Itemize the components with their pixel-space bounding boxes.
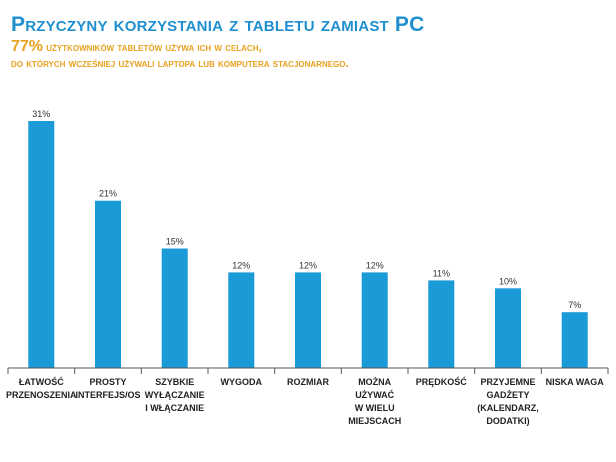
bar-value-label-4: 12% xyxy=(232,260,250,270)
bar-value-label-7: 11% xyxy=(433,268,450,278)
bar-4 xyxy=(228,272,255,368)
bar-5 xyxy=(295,272,321,368)
bar-value-label-9: 7% xyxy=(568,300,581,310)
category-label-5: ROZMIAR xyxy=(287,377,329,387)
bar-7 xyxy=(428,280,455,368)
category-label-4: WYGODA xyxy=(221,377,263,387)
category-label-9: NISKA WAGA xyxy=(546,377,605,387)
bar-value-label-6: 12% xyxy=(366,260,384,270)
bar-value-label-5: 12% xyxy=(299,260,317,270)
bar-6 xyxy=(361,272,388,368)
bar-2 xyxy=(95,200,121,368)
category-label-6: MOŻNA UŻYWAĆ W WIELU MIEJSCACH xyxy=(348,377,401,426)
bar-8 xyxy=(495,288,521,368)
chart-subtitle-line-1: 77% użytkowników tabletów używa ich w ce… xyxy=(11,38,262,56)
subtitle-percentage: 77% xyxy=(11,38,44,55)
bar-value-label-1: 31% xyxy=(32,109,50,119)
category-label-1: ŁATWOŚĆ PRZENOSZENIA xyxy=(6,376,77,400)
bar-value-label-3: 15% xyxy=(166,237,184,247)
category-label-8: PRZYJEMNE GADŻETY (KALENDARZ, DODATKI) xyxy=(477,377,539,426)
category-label-2: PROSTY INTERFEJS/OS xyxy=(75,377,140,400)
chart-subtitle-line-2: do których wcześniej używali laptopa lub… xyxy=(11,58,349,70)
category-separators-group xyxy=(7,368,609,374)
chart-title: Przyczyny korzystania z tabletu zamiast … xyxy=(11,13,425,36)
bar-3 xyxy=(161,248,188,368)
value-labels-group: 31% 21% 15% 12% 12% 12% 11% 10% 7% xyxy=(32,109,581,310)
bar-value-label-8: 10% xyxy=(499,276,517,286)
category-label-7: PRĘDKOŚĆ xyxy=(416,376,468,387)
bars-group xyxy=(28,121,588,368)
bar-1 xyxy=(28,121,55,368)
bar-9 xyxy=(561,312,588,368)
category-label-3: SZYBKIE WYŁĄCZANIE I WŁĄCZANIE xyxy=(145,377,205,413)
bar-value-label-2: 21% xyxy=(99,189,117,199)
subtitle-line-1-text: użytkowników tabletów używa ich w celach… xyxy=(43,42,262,54)
